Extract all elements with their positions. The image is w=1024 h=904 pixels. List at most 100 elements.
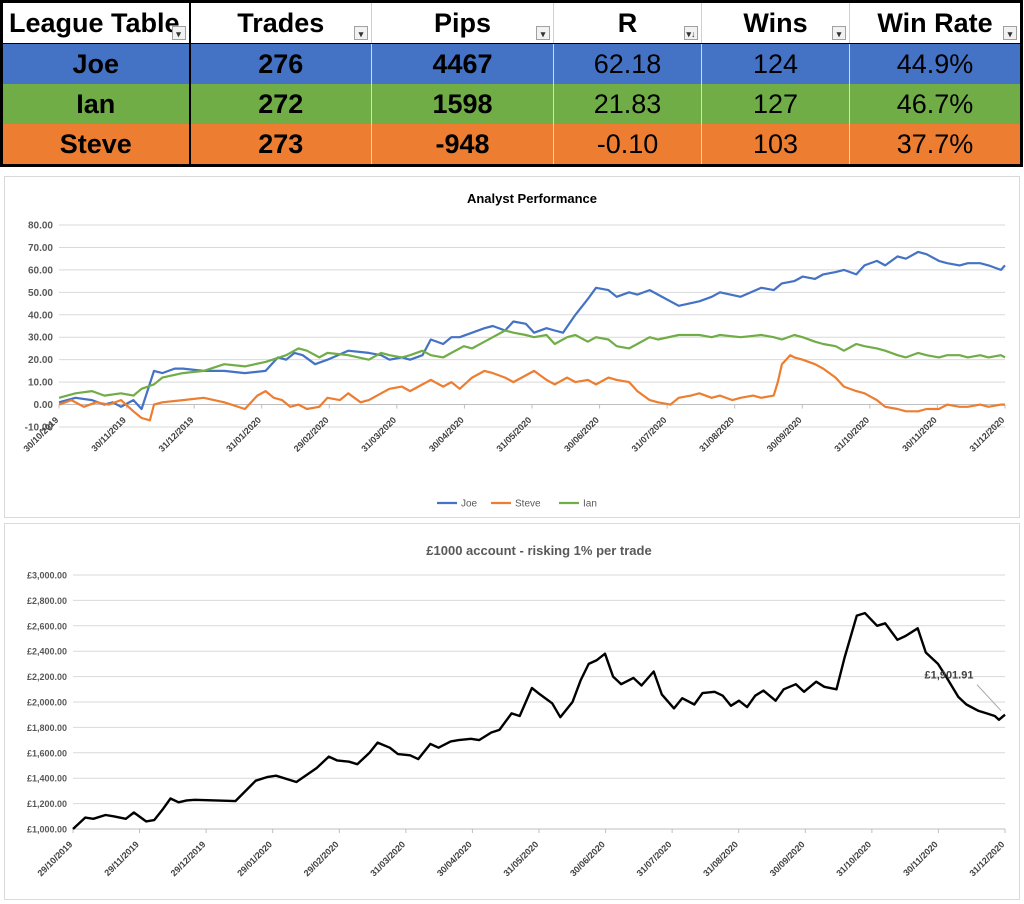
x-tick-label: 31/05/2020	[501, 839, 540, 878]
y-tick-label: 30.00	[28, 333, 53, 344]
y-tick-label: 70.00	[28, 243, 53, 254]
series-line-steve	[58, 354, 1005, 422]
x-tick-label: 30/04/2020	[435, 839, 474, 878]
cell-win-rate[interactable]: 37.7%	[849, 124, 1023, 167]
x-tick-label: 31/10/2020	[834, 839, 873, 878]
annotation-final-balance: £1,901.91	[925, 670, 974, 682]
y-tick-label: 50.00	[28, 288, 53, 299]
x-tick-label: 31/01/2020	[224, 415, 263, 454]
y-tick-label: £1,600.00	[27, 748, 67, 758]
chart-title: £1000 account - risking 1% per trade	[426, 543, 651, 558]
table-row: Steve 273 -948 -0.10 103 37.7%	[0, 124, 1023, 167]
legend-label-steve: Steve	[515, 499, 541, 510]
cell-wins[interactable]: 124	[701, 43, 850, 84]
annotation-leader-line	[976, 684, 1002, 712]
header-label: Trades	[237, 7, 325, 38]
cell-wins[interactable]: 127	[701, 84, 850, 124]
x-tick-label: 31/03/2020	[359, 415, 398, 454]
y-tick-label: 80.00	[28, 221, 53, 232]
chart-title: Analyst Performance	[467, 191, 597, 206]
analyst-performance-svg: Analyst Performance -10.00 0.00 10.00 20.00 3…	[21, 191, 1006, 510]
filter-dropdown-icon[interactable]: ▾	[832, 26, 846, 40]
cell-trades[interactable]: 272	[189, 84, 372, 124]
league-table: League Table ▾ Trades ▾ Pips ▾ R ▾↓ Wins	[0, 0, 1023, 168]
x-tick-label: 31/10/2020	[832, 415, 871, 454]
y-tick-label: 60.00	[28, 265, 53, 276]
x-tick-label: 29/12/2019	[169, 839, 208, 878]
account-balance-svg: £1000 account - risking 1% per trade £1,0…	[27, 543, 1006, 878]
y-tick-label: £2,800.00	[27, 596, 67, 606]
cell-trades[interactable]: 273	[189, 124, 372, 167]
y-tick-label: £1,400.00	[27, 774, 67, 784]
x-tick-label: 30/11/2020	[901, 839, 940, 878]
y-tick-label: 10.00	[28, 378, 53, 389]
x-tick-label: 30/09/2020	[765, 415, 804, 454]
y-tick-label: £2,400.00	[27, 647, 67, 657]
series-line-joe	[58, 250, 1006, 411]
header-win-rate[interactable]: Win Rate ▾	[849, 0, 1023, 44]
x-tick-label: 29/01/2020	[235, 839, 274, 878]
x-tick-label: 31/12/2020	[967, 839, 1006, 878]
header-trades[interactable]: Trades ▾	[189, 0, 372, 44]
x-tick-label: 31/08/2020	[701, 839, 740, 878]
filter-dropdown-icon[interactable]: ▾	[354, 26, 368, 40]
cell-win-rate[interactable]: 46.7%	[849, 84, 1023, 124]
cell-pips[interactable]: 1598	[371, 84, 554, 124]
cell-name[interactable]: Joe	[0, 43, 191, 84]
filter-dropdown-icon[interactable]: ▾	[1003, 26, 1017, 40]
header-league-table[interactable]: League Table ▾	[0, 0, 191, 44]
y-tick-label: 40.00	[28, 310, 53, 321]
header-r[interactable]: R ▾↓	[553, 0, 702, 44]
cell-r[interactable]: 21.83	[553, 84, 702, 124]
x-tick-label: 31/03/2020	[368, 839, 407, 878]
y-tick-label: £1,000.00	[27, 825, 67, 835]
header-pips[interactable]: Pips ▾	[371, 0, 554, 44]
x-tick-label: 31/12/2020	[967, 415, 1006, 454]
x-tick-label: 30/09/2020	[768, 839, 807, 878]
x-tick-label: 30/04/2020	[427, 415, 466, 454]
table-row: Joe 276 4467 62.18 124 44.9%	[0, 43, 1023, 84]
x-tick-label: 31/08/2020	[697, 415, 736, 454]
league-table-grid: League Table ▾ Trades ▾ Pips ▾ R ▾↓ Wins	[0, 0, 1023, 167]
filter-dropdown-icon[interactable]: ▾	[171, 26, 186, 40]
sort-descending-icon[interactable]: ▾↓	[684, 26, 698, 40]
cell-r[interactable]: 62.18	[553, 43, 702, 84]
header-label: Pips	[433, 7, 492, 38]
series-line-ian	[58, 329, 1006, 399]
y-tick-label: 20.00	[28, 355, 53, 366]
header-label: Wins	[743, 7, 808, 38]
x-tick-label: 31/07/2020	[635, 839, 674, 878]
x-tick-label: 30/10/2019	[21, 415, 60, 454]
series-line-balance	[72, 611, 1006, 830]
y-tick-label: £2,200.00	[27, 672, 67, 682]
table-row: Ian 272 1598 21.83 127 46.7%	[0, 84, 1023, 124]
x-tick-label: 29/02/2020	[292, 415, 331, 454]
cell-trades[interactable]: 276	[189, 43, 372, 84]
x-tick-label: 29/02/2020	[302, 839, 341, 878]
x-tick-label: 31/05/2020	[494, 415, 533, 454]
header-wins[interactable]: Wins ▾	[701, 0, 850, 44]
x-tick-label: 30/11/2020	[900, 415, 939, 454]
y-tick-label: 0.00	[34, 400, 54, 411]
cell-name[interactable]: Ian	[0, 84, 191, 124]
cell-wins[interactable]: 103	[701, 124, 850, 167]
analyst-performance-chart: Analyst Performance -10.00 0.00 10.00 20.00 3…	[4, 176, 1020, 518]
y-tick-label: £1,800.00	[27, 723, 67, 733]
legend-label-joe: Joe	[461, 499, 478, 510]
filter-dropdown-icon[interactable]: ▾	[536, 26, 550, 40]
cell-pips[interactable]: 4467	[371, 43, 554, 84]
header-label: League Table	[9, 7, 180, 38]
y-tick-label: £2,000.00	[27, 698, 67, 708]
x-tick-label: 29/11/2019	[102, 839, 141, 878]
cell-win-rate[interactable]: 44.9%	[849, 43, 1023, 84]
y-tick-label: -10.00	[25, 423, 54, 434]
cell-name[interactable]: Steve	[0, 124, 191, 167]
y-tick-label: £3,000.00	[27, 571, 67, 581]
legend-label-ian: Ian	[583, 499, 597, 510]
cell-r[interactable]: -0.10	[553, 124, 702, 167]
account-balance-chart: £1000 account - risking 1% per trade £1,0…	[4, 523, 1020, 900]
x-tick-label: 30/06/2020	[562, 415, 601, 454]
cell-pips[interactable]: -948	[371, 124, 554, 167]
x-tick-label: 29/10/2019	[35, 839, 74, 878]
header-label: R	[617, 7, 638, 38]
